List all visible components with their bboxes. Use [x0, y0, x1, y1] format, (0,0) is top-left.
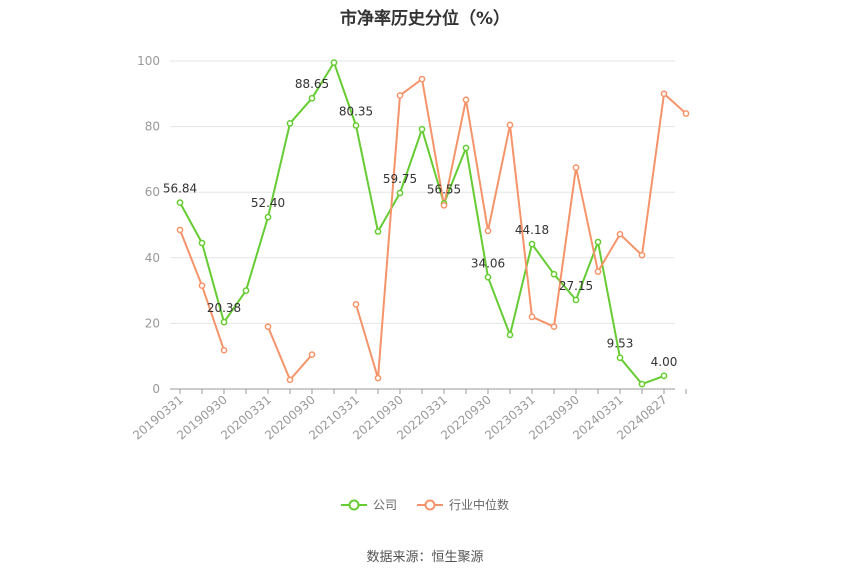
data-point-industry [462, 96, 470, 104]
data-label: 44.18 [515, 223, 549, 237]
data-point-company [264, 213, 272, 221]
data-point-company [418, 125, 426, 133]
data-point-company [198, 239, 206, 247]
data-point-industry [220, 346, 228, 354]
data-point-company [462, 144, 470, 152]
legend-item-company[interactable]: 公司 [340, 496, 397, 513]
data-label: 52.40 [251, 196, 285, 210]
data-point-company [484, 273, 492, 281]
y-tick-label: 80 [145, 120, 160, 134]
data-point-company [352, 122, 360, 129]
data-point-industry [396, 92, 404, 99]
legend-marker-company [340, 499, 367, 510]
series-line-industry [179, 78, 687, 381]
data-label: 88.65 [295, 77, 329, 91]
y-tick-label: 100 [137, 54, 160, 68]
legend: 公司 行业中位数 [0, 496, 850, 513]
data-point-industry [352, 301, 360, 308]
y-tick-label: 40 [145, 251, 160, 265]
data-point-industry [616, 230, 624, 238]
data-point-industry [440, 201, 448, 209]
data-point-company [330, 59, 338, 66]
data-point-industry [308, 351, 316, 358]
data-source: 数据来源：恒生聚源 [366, 550, 484, 565]
grid-lines [170, 60, 675, 324]
y-tick-label: 0 [152, 382, 160, 396]
data-label: 56.55 [427, 183, 461, 197]
data-point-industry [506, 121, 514, 129]
data-point-company [176, 199, 184, 206]
data-point-industry [286, 376, 294, 384]
data-point-company [220, 318, 228, 326]
data-label: 59.75 [383, 172, 417, 186]
data-point-industry [594, 268, 602, 275]
data-point-industry [198, 282, 206, 290]
data-label: 20.38 [207, 301, 241, 315]
data-point-company [660, 372, 668, 380]
data-label: 80.35 [339, 104, 373, 118]
legend-label-company: 公司 [372, 498, 397, 512]
data-point-industry [528, 313, 536, 321]
data-label: 9.53 [607, 337, 634, 351]
data-point-company [286, 119, 294, 127]
data-point-company [242, 287, 250, 294]
legend-item-industry[interactable]: 行业中位数 [417, 496, 509, 513]
data-point-company [616, 354, 624, 362]
y-tick-label: 60 [145, 185, 160, 199]
chart-title: 市净率历史分位（%） [339, 9, 511, 29]
data-point-company [638, 380, 646, 388]
data-point-industry [264, 323, 272, 331]
data-point-industry [418, 75, 426, 83]
data-point-industry [660, 90, 668, 98]
data-point-company [594, 238, 602, 246]
series-line-company [179, 61, 665, 386]
axes: 0204060801002019033120190930202003312020… [130, 54, 687, 443]
data-label: 56.84 [163, 182, 197, 196]
line-chart: 0204060801002019033120190930202003312020… [130, 54, 690, 443]
data-point-company [506, 331, 514, 339]
data-point-company [374, 228, 382, 235]
data-point-industry [572, 164, 580, 171]
y-tick-label: 20 [145, 316, 160, 330]
data-point-company [396, 189, 404, 197]
data-point-industry [176, 226, 184, 234]
data-points [176, 59, 690, 388]
data-label: 4.00 [651, 355, 678, 369]
data-point-industry [682, 110, 690, 117]
data-labels: 56.84 20.38 52.40 88.65 80.35 59.75 56.55 34.06… [163, 77, 678, 369]
legend-marker-industry [417, 499, 443, 510]
data-point-industry [484, 227, 492, 235]
data-point-industry [638, 251, 646, 259]
data-point-industry [374, 374, 382, 382]
data-point-company [528, 240, 536, 248]
data-label: 34.06 [471, 256, 505, 270]
data-point-industry [550, 323, 558, 331]
data-point-company [308, 94, 316, 102]
data-label: 27.15 [559, 279, 593, 293]
legend-label-industry: 行业中位数 [449, 498, 510, 512]
data-point-company [550, 270, 558, 278]
data-point-company [572, 296, 580, 304]
